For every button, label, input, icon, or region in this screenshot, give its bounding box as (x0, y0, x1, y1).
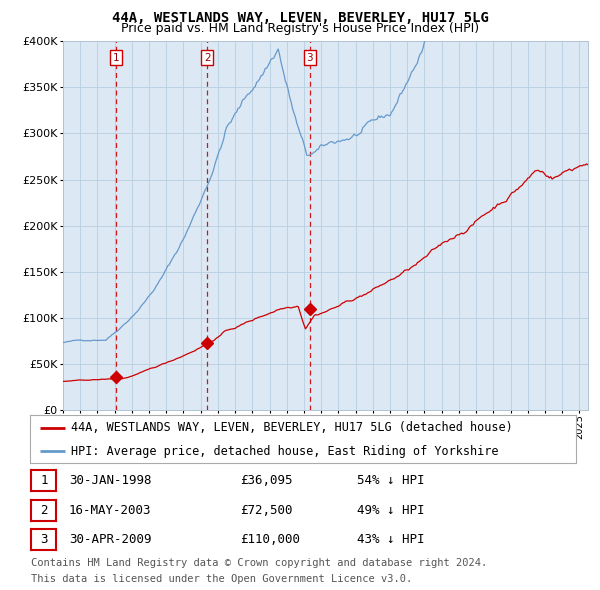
Text: £36,095: £36,095 (240, 474, 293, 487)
Text: This data is licensed under the Open Government Licence v3.0.: This data is licensed under the Open Gov… (31, 574, 412, 584)
Text: £110,000: £110,000 (240, 533, 300, 546)
Text: 43% ↓ HPI: 43% ↓ HPI (357, 533, 425, 546)
Text: HPI: Average price, detached house, East Riding of Yorkshire: HPI: Average price, detached house, East… (71, 444, 499, 458)
Text: 16-MAY-2003: 16-MAY-2003 (69, 504, 151, 517)
Text: 30-APR-2009: 30-APR-2009 (69, 533, 151, 546)
Text: £72,500: £72,500 (240, 504, 293, 517)
Text: 2: 2 (204, 53, 211, 63)
Text: 54% ↓ HPI: 54% ↓ HPI (357, 474, 425, 487)
Text: 2: 2 (40, 504, 47, 517)
Text: 49% ↓ HPI: 49% ↓ HPI (357, 504, 425, 517)
Text: 44A, WESTLANDS WAY, LEVEN, BEVERLEY, HU17 5LG: 44A, WESTLANDS WAY, LEVEN, BEVERLEY, HU1… (112, 11, 488, 25)
Text: Contains HM Land Registry data © Crown copyright and database right 2024.: Contains HM Land Registry data © Crown c… (31, 558, 487, 568)
Text: 1: 1 (40, 474, 47, 487)
Text: 1: 1 (113, 53, 119, 63)
Text: 3: 3 (307, 53, 313, 63)
Text: 3: 3 (40, 533, 47, 546)
Text: 30-JAN-1998: 30-JAN-1998 (69, 474, 151, 487)
Text: 44A, WESTLANDS WAY, LEVEN, BEVERLEY, HU17 5LG (detached house): 44A, WESTLANDS WAY, LEVEN, BEVERLEY, HU1… (71, 421, 513, 434)
Text: Price paid vs. HM Land Registry's House Price Index (HPI): Price paid vs. HM Land Registry's House … (121, 22, 479, 35)
